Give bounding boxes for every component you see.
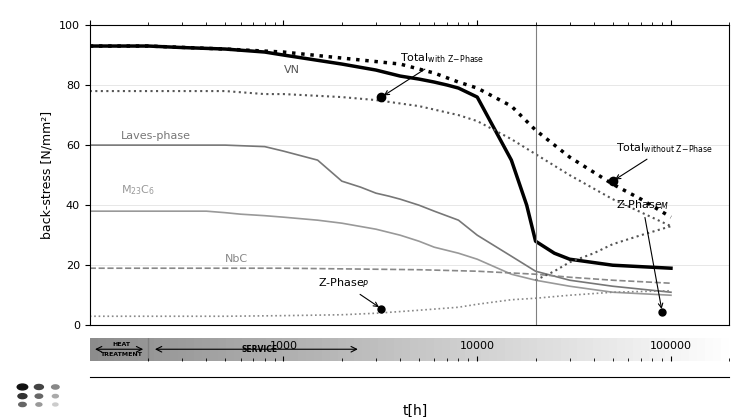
Bar xyxy=(402,338,409,361)
Bar xyxy=(577,338,586,361)
Bar xyxy=(634,338,641,361)
Bar xyxy=(673,338,681,361)
Bar xyxy=(482,338,489,361)
Text: VN: VN xyxy=(283,65,299,75)
Bar xyxy=(90,338,98,361)
Bar xyxy=(114,338,122,361)
Bar xyxy=(242,338,250,361)
Bar xyxy=(385,338,393,361)
Bar xyxy=(417,338,426,361)
Bar xyxy=(641,338,649,361)
Bar xyxy=(337,338,346,361)
Bar xyxy=(625,338,634,361)
Bar xyxy=(450,338,458,361)
Bar xyxy=(281,338,289,361)
Text: M$_{23}$C$_6$: M$_{23}$C$_6$ xyxy=(121,183,155,197)
Bar xyxy=(705,338,714,361)
Text: Laves-phase: Laves-phase xyxy=(121,131,191,141)
Text: Z-Phase$_P$: Z-Phase$_P$ xyxy=(318,276,378,306)
Bar xyxy=(289,338,298,361)
Bar xyxy=(458,338,465,361)
Bar xyxy=(393,338,402,361)
Bar xyxy=(554,338,562,361)
Bar xyxy=(666,338,673,361)
Bar xyxy=(306,338,313,361)
Bar xyxy=(657,338,666,361)
Bar xyxy=(721,338,729,361)
Bar xyxy=(178,338,186,361)
Text: Z-Phase$_M$: Z-Phase$_M$ xyxy=(616,198,669,308)
Text: TREATMENT: TREATMENT xyxy=(100,352,142,357)
Bar xyxy=(586,338,593,361)
Bar xyxy=(122,338,129,361)
Bar xyxy=(441,338,450,361)
Bar xyxy=(330,338,337,361)
Bar xyxy=(313,338,322,361)
Text: Total$_{\rm without\ Z\!-\!Phase}$: Total$_{\rm without\ Z\!-\!Phase}$ xyxy=(616,141,713,179)
Bar xyxy=(154,338,162,361)
Bar xyxy=(690,338,697,361)
Bar xyxy=(274,338,281,361)
Bar xyxy=(250,338,257,361)
Bar xyxy=(530,338,537,361)
Bar xyxy=(610,338,617,361)
Bar xyxy=(465,338,473,361)
Bar xyxy=(426,338,434,361)
Bar xyxy=(697,338,705,361)
Y-axis label: back-stress [N/mm²]: back-stress [N/mm²] xyxy=(40,111,54,239)
Bar xyxy=(506,338,513,361)
Text: Total$_{\rm with\ Z\!-\!Phase}$: Total$_{\rm with\ Z\!-\!Phase}$ xyxy=(384,51,485,95)
Bar xyxy=(226,338,233,361)
Bar xyxy=(593,338,601,361)
Bar xyxy=(521,338,530,361)
Bar xyxy=(378,338,385,361)
Text: SERVICE: SERVICE xyxy=(242,345,278,354)
Bar xyxy=(434,338,441,361)
Bar xyxy=(354,338,361,361)
Bar xyxy=(714,338,721,361)
Bar xyxy=(218,338,226,361)
Bar xyxy=(537,338,545,361)
Bar xyxy=(233,338,242,361)
Bar xyxy=(129,338,138,361)
Bar xyxy=(105,338,114,361)
Bar xyxy=(361,338,370,361)
Bar xyxy=(562,338,569,361)
Bar xyxy=(346,338,354,361)
Bar xyxy=(569,338,577,361)
Bar xyxy=(497,338,506,361)
Bar xyxy=(370,338,378,361)
Bar xyxy=(98,338,105,361)
Bar xyxy=(209,338,218,361)
Bar xyxy=(162,338,170,361)
Bar xyxy=(186,338,194,361)
Bar xyxy=(601,338,610,361)
Bar xyxy=(170,338,178,361)
Bar xyxy=(489,338,497,361)
Bar xyxy=(617,338,625,361)
Bar xyxy=(146,338,154,361)
Text: HEAT: HEAT xyxy=(112,342,130,347)
Bar xyxy=(322,338,330,361)
Bar xyxy=(202,338,209,361)
Bar xyxy=(298,338,306,361)
Bar xyxy=(138,338,146,361)
Bar xyxy=(194,338,202,361)
Bar xyxy=(257,338,266,361)
Text: NbC: NbC xyxy=(225,254,248,264)
Bar xyxy=(409,338,417,361)
Bar xyxy=(513,338,521,361)
Bar xyxy=(681,338,690,361)
Bar xyxy=(649,338,657,361)
Bar xyxy=(266,338,274,361)
Bar xyxy=(473,338,482,361)
Text: t[h]: t[h] xyxy=(402,404,428,417)
Bar xyxy=(545,338,554,361)
